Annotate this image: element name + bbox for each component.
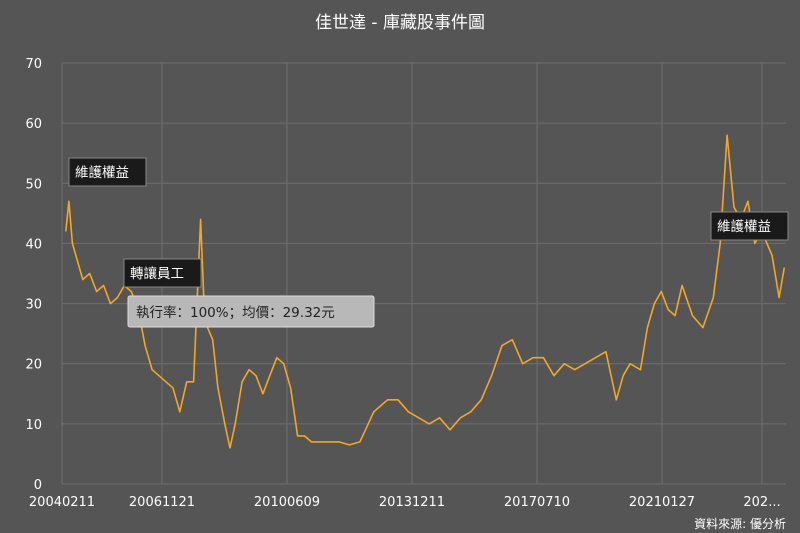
x-tick-label: 20131211 <box>379 495 445 510</box>
source-label: 資料來源: 優分析 <box>694 517 786 531</box>
y-tick-label: 0 <box>34 478 42 493</box>
event-annotation-label: 轉讓員工 <box>130 265 184 282</box>
y-tick-label: 70 <box>25 57 42 72</box>
y-tick-label: 10 <box>25 418 42 433</box>
y-tick-label: 60 <box>25 117 42 132</box>
price-series-line <box>65 134 786 449</box>
x-tick-label: 20061121 <box>129 495 195 510</box>
axis-layer: 0 10 20 30 40 50 60 70 20040211 20061121 20100609 2… <box>25 57 780 510</box>
tooltip-detail: 執行率：100%；均價：29.32元 <box>136 304 335 321</box>
y-tick-label: 20 <box>25 358 42 373</box>
event-annotation-box <box>710 211 789 241</box>
x-tick-label: 20100609 <box>254 495 320 510</box>
series-layer <box>65 134 786 449</box>
event-annotation-box <box>68 157 147 187</box>
event-annotation-label: 維護權益 <box>75 165 129 181</box>
x-tick-label: 20210127 <box>629 495 695 510</box>
x-tick-label: 20040211 <box>29 495 95 510</box>
x-tick-label: 202... <box>743 495 780 510</box>
y-tick-label: 30 <box>25 298 42 313</box>
event-annotation-box <box>123 258 202 288</box>
chart-title: 佳世達 - 庫藏股事件圖 <box>315 13 485 33</box>
grid-layer <box>61 62 786 485</box>
tooltip-box <box>127 295 375 328</box>
y-tick-label: 50 <box>25 177 42 192</box>
x-tick-label: 20170710 <box>504 495 570 510</box>
y-tick-label: 40 <box>25 237 42 252</box>
event-annotation-label: 維護權益 <box>717 219 771 235</box>
